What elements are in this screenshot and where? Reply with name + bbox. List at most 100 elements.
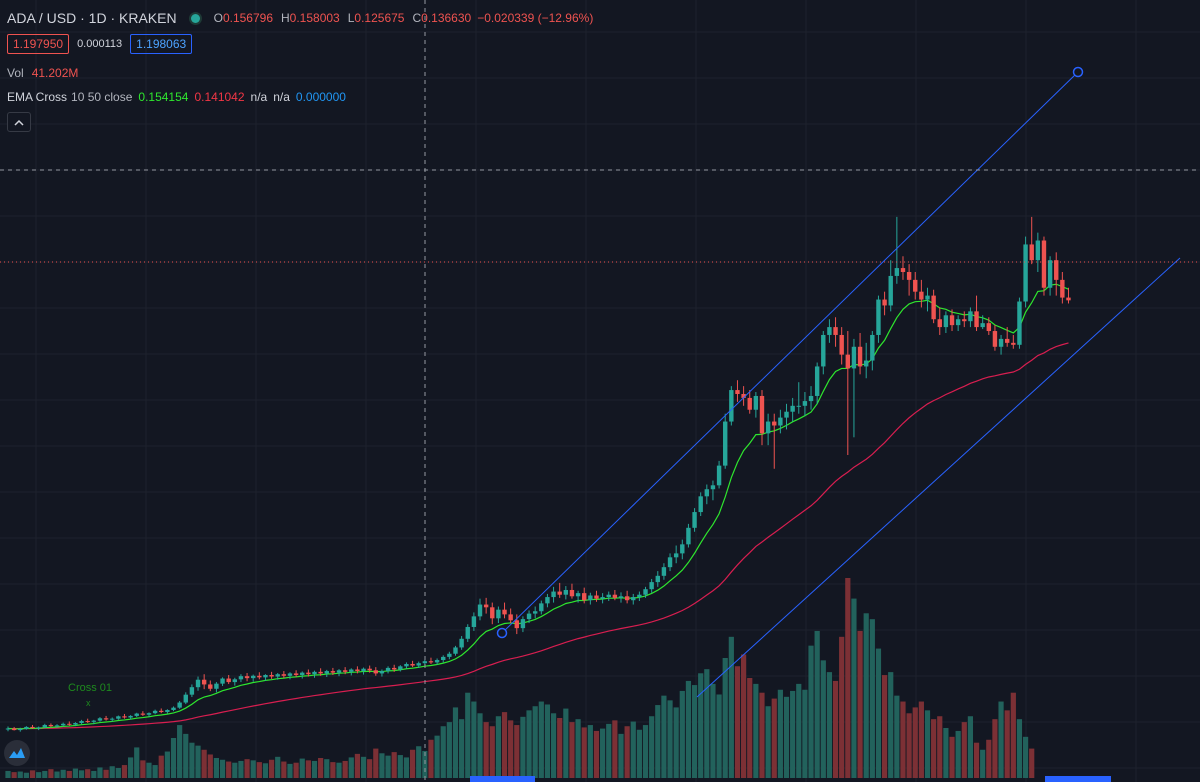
buy-price-button[interactable]: 1.198063 — [130, 34, 193, 54]
spread-value: 0.000113 — [77, 38, 123, 50]
volume-bar — [164, 751, 170, 778]
candle-body — [851, 346, 857, 369]
candle-body — [532, 611, 538, 614]
candle-body — [612, 594, 618, 598]
candle-body — [36, 727, 41, 729]
candle-body — [667, 557, 673, 568]
ema-slow-value: 0.141042 — [194, 90, 245, 104]
candle-body — [882, 299, 887, 306]
ema-slow-line — [7, 342, 1069, 730]
candle-body — [471, 616, 477, 627]
volume-bar — [575, 719, 581, 778]
volume-bar — [232, 762, 238, 778]
candle-body — [287, 673, 293, 676]
volume-bar — [587, 725, 593, 778]
volume-bar — [753, 683, 759, 778]
volume-bar — [244, 759, 250, 778]
volume-bar — [91, 770, 97, 778]
volume-bar — [42, 770, 48, 778]
candle-body — [416, 663, 421, 666]
volume-bar — [649, 716, 655, 778]
volume-bar — [839, 636, 845, 778]
candle-body — [263, 674, 268, 678]
cross-signal-label: Cross 01 — [68, 682, 113, 694]
candle-body — [575, 593, 581, 597]
candle-body — [459, 638, 464, 648]
volume-bar — [397, 755, 403, 778]
volume-bar — [422, 750, 428, 778]
volume-bar — [177, 725, 183, 778]
tradingview-logo-icon[interactable] — [4, 740, 30, 766]
volume-bar — [360, 756, 367, 778]
candle-body — [821, 334, 826, 367]
candle-body — [980, 323, 985, 328]
volume-legend[interactable]: Vol 41.202M — [7, 66, 78, 80]
candle-body — [269, 674, 274, 677]
candle-body — [729, 390, 734, 422]
candle-body — [569, 589, 575, 597]
candle-body — [1066, 297, 1071, 301]
volume-bar — [183, 733, 189, 778]
candle-body — [324, 671, 329, 674]
volume-bar — [72, 768, 79, 778]
candle-body — [618, 596, 624, 598]
channel-anchor-handle — [496, 627, 508, 639]
volume-bar — [66, 770, 72, 778]
volume-bar — [213, 758, 220, 778]
volume-bar — [305, 760, 311, 778]
candle-body — [1023, 244, 1028, 302]
candle-body — [373, 670, 378, 674]
volume-bar — [802, 689, 808, 778]
candle-body — [103, 718, 109, 720]
candle-body — [508, 614, 513, 621]
low-label: L — [347, 11, 355, 25]
volume-bar — [219, 759, 226, 778]
volume-bar — [679, 690, 685, 778]
candle-body — [624, 596, 630, 601]
volume-bar — [606, 723, 612, 778]
volume-bar — [287, 763, 293, 778]
candle-body — [845, 354, 851, 369]
candle-body — [784, 411, 789, 418]
candle-body — [330, 671, 336, 673]
candle-body — [655, 575, 660, 583]
candle-body — [453, 647, 458, 654]
candle-body — [864, 360, 869, 367]
candle-body — [814, 366, 820, 396]
sell-price-button[interactable]: 1.197950 — [7, 34, 70, 54]
volume-bar — [324, 759, 330, 778]
volume-bar — [734, 666, 741, 778]
volume-bar — [459, 719, 465, 778]
candle-body — [220, 678, 225, 684]
candle-body — [60, 723, 66, 726]
volume-bar — [747, 678, 753, 778]
indicator-extra-value: 0.000000 — [295, 90, 346, 104]
symbol-title[interactable]: ADA / USD · 1D · KRAKEN — [7, 10, 177, 26]
candle-body — [563, 589, 569, 595]
candle-body — [300, 672, 305, 675]
candle-body — [673, 553, 679, 558]
channel-upper-line — [501, 71, 1079, 634]
candle-body — [208, 684, 213, 689]
candle-body — [214, 683, 219, 689]
volume-bar — [832, 680, 839, 778]
candle-body — [251, 675, 256, 679]
volume-bar — [281, 761, 287, 778]
candle-body — [201, 679, 207, 685]
volume-bar — [550, 713, 557, 778]
volume-bar — [226, 761, 232, 778]
volume-bar — [128, 757, 134, 778]
candle-body — [1035, 240, 1041, 261]
volume-bar — [115, 768, 121, 778]
volume-bar — [311, 760, 318, 778]
volume-bar — [894, 695, 900, 778]
ema-cross-legend[interactable]: EMA Cross 10 50 close 0.154154 0.141042 … — [7, 90, 346, 104]
candle-body — [582, 593, 587, 601]
indicator-params: 10 50 close — [71, 90, 133, 104]
candle-body — [306, 672, 311, 675]
candle-body — [54, 725, 60, 727]
candle-body — [631, 597, 636, 601]
collapse-legend-button[interactable] — [7, 112, 31, 132]
candle-body — [545, 597, 550, 604]
